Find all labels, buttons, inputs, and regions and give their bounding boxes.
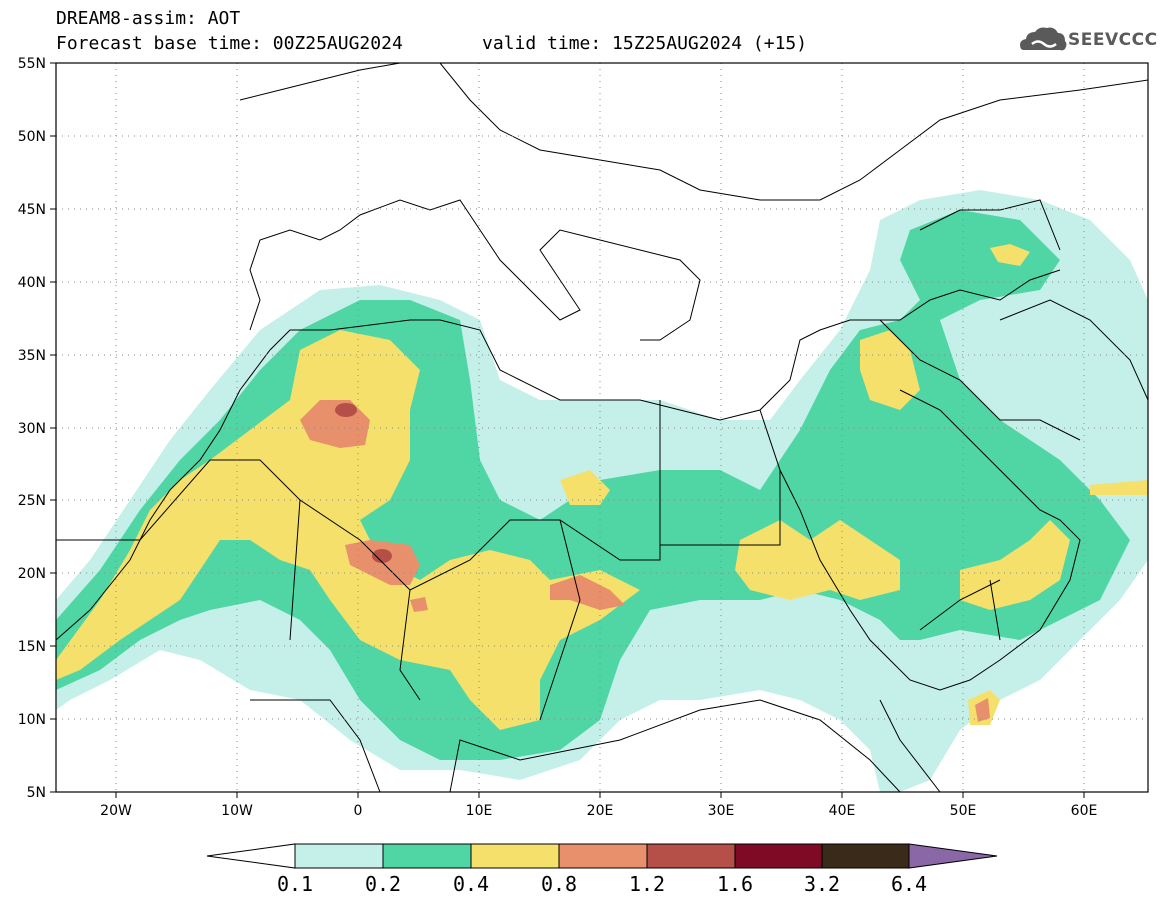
colorbar-label: 0.1	[276, 872, 314, 896]
coastlines	[56, 63, 1148, 792]
lat-label: 50N	[18, 129, 46, 145]
colorbar-label: 1.2	[628, 872, 666, 896]
colorbar-arrow-low	[206, 843, 296, 869]
colorbar-label: 0.2	[364, 872, 402, 896]
lat-label: 40N	[18, 275, 46, 291]
lat-label: 55N	[18, 56, 46, 72]
lon-label: 60E	[1071, 803, 1098, 819]
lon-label: 40E	[829, 803, 856, 819]
colorbar-box	[382, 843, 472, 869]
forecast-base-time: Forecast base time: 00Z25AUG2024	[56, 33, 403, 54]
lat-label: 10N	[18, 712, 46, 728]
colorbar-label: 3.2	[803, 872, 841, 896]
colorbar-box	[558, 843, 648, 869]
colorbar-label: 0.4	[452, 872, 490, 896]
lon-label: 30E	[708, 803, 735, 819]
lon-label: 20W	[100, 803, 132, 819]
lat-label: 5N	[27, 785, 46, 801]
colorbar-box	[734, 843, 823, 869]
axis-ticks	[50, 62, 1085, 798]
lon-label: 0	[354, 803, 363, 819]
lon-labels: 20W 10W 0 10E 20E 30E 40E 50E 60E	[100, 803, 1097, 819]
colorbar-box	[294, 843, 384, 869]
lat-label: 20N	[18, 566, 46, 582]
lon-label: 50E	[950, 803, 977, 819]
colorbar-box	[470, 843, 560, 869]
colorbar-label: 1.6	[716, 872, 754, 896]
lon-label: 10W	[221, 803, 253, 819]
colorbar-label: 6.4	[890, 872, 928, 896]
lat-label: 25N	[18, 493, 46, 509]
colorbar-arrow-high	[908, 843, 998, 869]
lat-label: 15N	[18, 639, 46, 655]
aot-field	[56, 190, 1148, 792]
cloud-icon	[1020, 27, 1067, 51]
valid-time: valid time: 15Z25AUG2024 (+15)	[482, 33, 808, 54]
colorbar-label: 0.8	[540, 872, 578, 896]
grid-lines	[56, 63, 1148, 792]
lon-label: 10E	[466, 803, 493, 819]
map-title: DREAM8-assim: AOT	[56, 8, 241, 29]
colorbar-box	[821, 843, 910, 869]
lon-label: 20E	[587, 803, 614, 819]
colorbar	[206, 843, 998, 869]
lat-label: 35N	[18, 348, 46, 364]
lat-labels: 55N 50N 45N 40N 35N 30N 25N 20N 15N 10N …	[18, 56, 46, 801]
colorbar-box	[646, 843, 736, 869]
lat-label: 45N	[18, 202, 46, 218]
logo-text: SEEVCCC	[1068, 30, 1158, 50]
lat-label: 30N	[18, 421, 46, 437]
